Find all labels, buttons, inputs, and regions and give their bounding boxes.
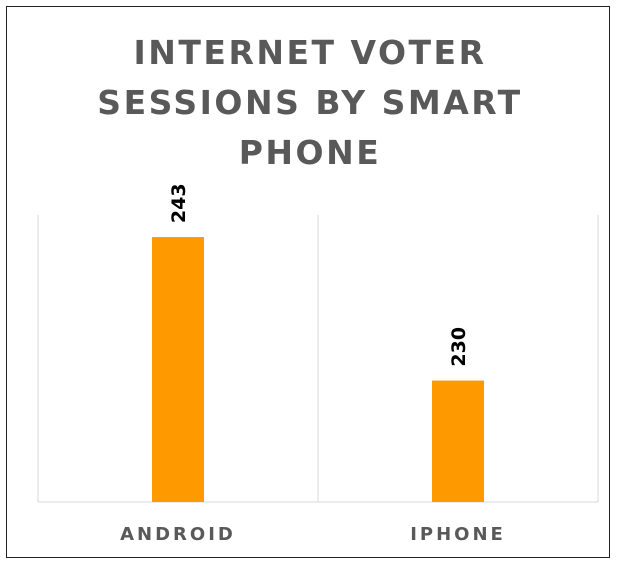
data-label-iphone: 230 — [448, 327, 470, 367]
bar-iphone — [432, 380, 484, 502]
x-tick-label-android: ANDROID — [120, 524, 236, 545]
data-label-android: 243 — [168, 183, 190, 223]
x-tick-label-iphone: IPHONE — [410, 524, 506, 545]
chart-title: INTERNET VOTER SESSIONS BY SMART PHONE — [97, 33, 523, 172]
chart-frame — [6, 6, 610, 558]
bar-android — [152, 237, 204, 503]
